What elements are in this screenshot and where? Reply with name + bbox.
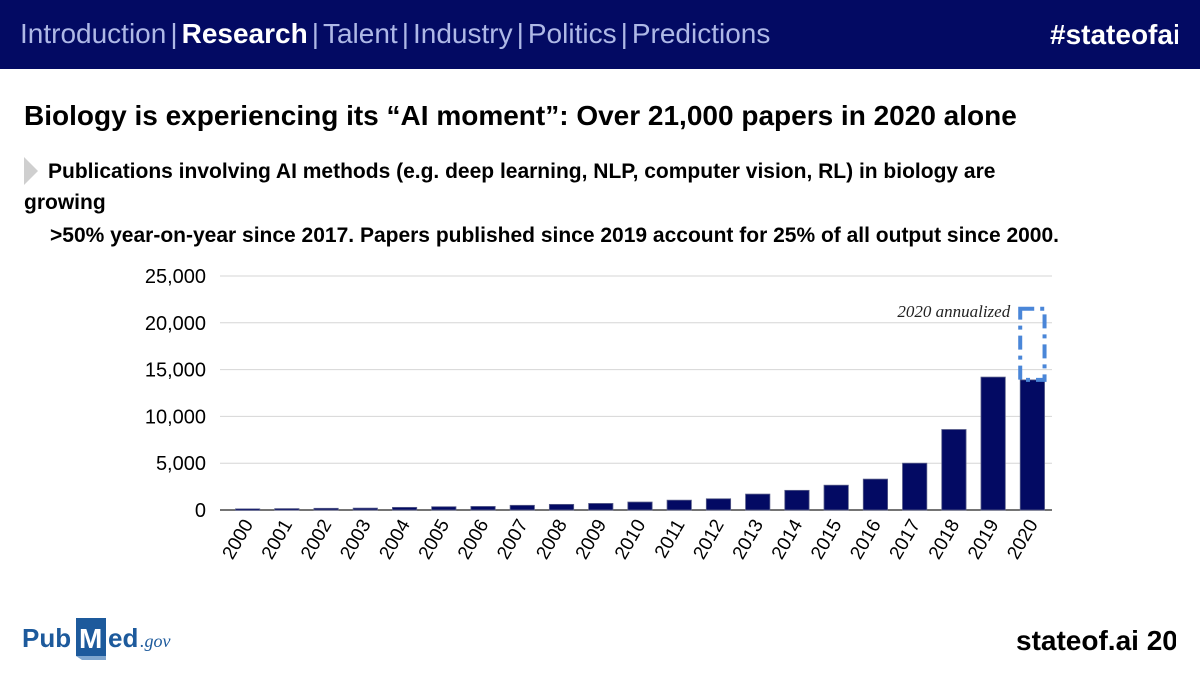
nav-separator: | [401, 18, 409, 49]
x-tick-label: 2003 [336, 516, 375, 563]
bar [235, 508, 261, 511]
logo-m-block [76, 618, 106, 656]
x-tick-label: 2011 [651, 516, 690, 562]
subtitle-line-2: growing [24, 191, 106, 214]
bar [588, 503, 614, 511]
logo-ed-text: ed [108, 623, 138, 653]
x-tick-label: 2015 [807, 516, 846, 563]
y-tick-label: 10,000 [145, 406, 206, 428]
x-tick-label: 2006 [454, 516, 493, 563]
annualized-2020-box [1018, 306, 1047, 382]
bar [1019, 379, 1045, 511]
y-tick-label: 20,000 [145, 313, 206, 335]
bar [431, 506, 457, 511]
bar [666, 499, 692, 511]
x-tick-label: 2009 [572, 516, 611, 563]
nav-politics[interactable]: Politics [527, 18, 617, 49]
y-tick-label: 25,000 [145, 266, 206, 288]
logo-gov-text: .gov [140, 631, 171, 651]
x-tick-label: 2007 [493, 516, 532, 563]
y-tick-label: 0 [195, 500, 206, 522]
nav-research[interactable]: Research [181, 18, 308, 49]
bar [627, 501, 653, 511]
nav-industry[interactable]: Industry [412, 18, 513, 49]
y-tick-label: 15,000 [145, 360, 206, 382]
nav-separator: | [620, 18, 628, 49]
y-tick-label: 5,000 [156, 453, 206, 475]
bar [745, 493, 771, 511]
bar [823, 484, 849, 511]
nav-separator: | [311, 18, 319, 49]
nav-talent[interactable]: Talent [322, 18, 398, 49]
x-tick-label: 2004 [376, 516, 416, 563]
x-tick-label: 2019 [964, 516, 1003, 563]
bar [509, 504, 535, 511]
x-tick-label: 2005 [415, 516, 454, 563]
x-tick-label: 2010 [611, 516, 650, 563]
subtitle-text-1: Publications involving AI methods (e.g. … [48, 160, 996, 183]
bar [941, 429, 967, 511]
logo-m-text: M [79, 623, 102, 654]
section-nav: Introduction | Research | Talent | Industry | Po… [20, 18, 770, 50]
subtitle-line-3: >50% year-on-year since 2017. Papers pub… [50, 224, 1060, 247]
x-tick-label: 2002 [297, 516, 336, 563]
x-tick-label: 2020 [1003, 516, 1042, 563]
bar [705, 498, 732, 511]
bar [470, 506, 496, 511]
x-tick-label: 2016 [846, 516, 885, 563]
header-bar: Introduction | Research | Talent | Industry | Po… [0, 0, 1200, 69]
footer-brand: stateof.ai 2020 [1016, 625, 1176, 656]
nav-introduction[interactable]: Introduction [20, 18, 167, 49]
bar [274, 508, 300, 511]
x-tick-label: 2018 [925, 516, 964, 563]
nav-predictions[interactable]: Predictions [631, 18, 771, 49]
slide-title: Biology is experiencing its “AI moment”:… [24, 100, 1017, 131]
nav-separator: | [170, 18, 178, 49]
bar [902, 462, 928, 511]
bullet-arrow-icon [24, 157, 38, 185]
x-tick-label: 2013 [729, 516, 768, 563]
annualized-label: 2020 annualized [897, 302, 1010, 321]
x-tick-label: 2000 [219, 516, 258, 563]
x-tick-label: 2012 [689, 516, 728, 563]
bar [313, 507, 339, 511]
hashtag: #stateofai [1050, 19, 1178, 50]
logo-page-curl [76, 656, 106, 660]
x-tick-label: 2001 [258, 516, 297, 563]
x-tick-label: 2014 [768, 516, 808, 563]
logo-pub-text: Pub [22, 623, 71, 653]
subtitle-line-1: Publications involving AI methods (e.g. … [24, 157, 995, 185]
bar [980, 376, 1006, 511]
bar [862, 478, 888, 511]
x-tick-label: 2008 [533, 516, 572, 563]
bar [784, 489, 810, 511]
bar [548, 503, 575, 511]
x-tick-label: 2017 [886, 516, 925, 563]
bar [352, 507, 378, 511]
bar [392, 506, 418, 511]
pubmed-logo: Pub M ed .gov [22, 618, 171, 660]
nav-separator: | [516, 18, 524, 49]
